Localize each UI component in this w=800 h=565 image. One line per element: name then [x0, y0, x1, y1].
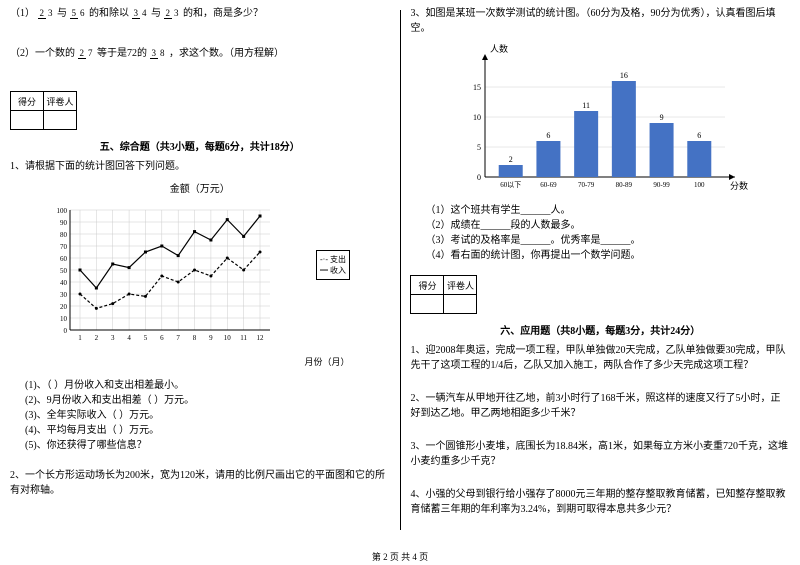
section-5-title: 五、综合题（共3小题，每题6分，共计18分）	[10, 138, 390, 153]
line-chart-title: 金额（万元）	[10, 180, 390, 195]
svg-text:50: 50	[60, 267, 68, 275]
svg-text:80-89: 80-89	[616, 181, 633, 189]
svg-text:60: 60	[60, 255, 68, 263]
fraction: 27	[78, 49, 95, 58]
q6-4: 4、小强的父母到银行给小强存了8000元三年期的整存整取教育储蓄，已知整存整取教…	[410, 487, 790, 517]
sub-q1: (1)、（ ）月份收入和支出相差最小。	[25, 378, 390, 393]
score-cell: 得分	[11, 92, 44, 111]
svg-text:70: 70	[60, 243, 68, 251]
svg-text:60-69: 60-69	[540, 181, 557, 189]
q6-3: 3、一个圆锥形小麦堆，底围长为18.84米，高1米，如果每立方米小麦重720千克…	[410, 439, 790, 469]
svg-text:60以下: 60以下	[500, 181, 521, 189]
txt: （2）一个数的	[10, 48, 75, 59]
empty-cell	[44, 111, 77, 130]
fraction: 23	[38, 9, 55, 18]
line-chart-svg: 0102030405060708090100123456789101112	[40, 200, 340, 350]
bar-q2: （2）成绩在______段的人数最多。	[425, 218, 790, 233]
svg-text:11: 11	[583, 101, 591, 110]
legend-expense: -·- 支出	[320, 254, 346, 265]
svg-text:5: 5	[477, 143, 481, 152]
q5-2-text: 2、一个长方形运动场长为200米，宽为120米，请用的比例尺画出它的平面图和它的…	[10, 468, 390, 498]
svg-text:8: 8	[193, 334, 197, 342]
svg-text:12: 12	[257, 334, 265, 342]
fraction: 56	[70, 9, 87, 18]
sub-q2: (2)、9月份收入和支出相差（ ）万元。	[25, 393, 390, 408]
svg-text:0: 0	[64, 327, 68, 335]
svg-text:10: 10	[473, 113, 481, 122]
grader-cell: 评卷人	[444, 276, 477, 295]
fraction: 23	[164, 9, 181, 18]
svg-text:15: 15	[473, 83, 481, 92]
svg-text:10: 10	[60, 315, 68, 323]
svg-text:80: 80	[60, 231, 68, 239]
svg-text:1: 1	[78, 334, 82, 342]
bar-chart-svg: 人数 0 5 10 15 2 60以下 6 60-69 11 70-79 16 80-89 9 90-99 6…	[450, 42, 750, 197]
empty-cell	[444, 295, 477, 314]
bar-q1: （1）这个班共有学生______人。	[425, 203, 790, 218]
svg-text:90-99: 90-99	[654, 181, 671, 189]
bar-q4: （4）看右面的统计图，你再提出一个数学问题。	[425, 248, 790, 263]
svg-text:16: 16	[620, 71, 628, 80]
svg-text:70-79: 70-79	[578, 181, 595, 189]
svg-text:90: 90	[60, 219, 68, 227]
page-footer: 第 2 页 共 4 页	[0, 550, 800, 563]
svg-text:6: 6	[698, 131, 702, 140]
score-table-2: 得分评卷人	[410, 275, 477, 314]
svg-text:20: 20	[60, 303, 68, 311]
svg-text:9: 9	[209, 334, 213, 342]
svg-text:分数: 分数	[730, 180, 748, 191]
q6-2: 2、一辆汽车从甲地开往乙地，前3小时行了168千米，照这样的速度又行了5小时，正…	[410, 391, 790, 421]
bar-q3: （3）考试的及格率是______。优秀率是______。	[425, 233, 790, 248]
svg-text:人数: 人数	[490, 43, 508, 54]
question-1-2: （2）一个数的 27 等于是72的 38 ，求这个数。（用方程解）	[10, 46, 390, 61]
svg-text:6: 6	[160, 334, 164, 342]
svg-text:100: 100	[694, 181, 705, 189]
svg-text:11: 11	[240, 334, 247, 342]
question-1-1: （1） 23 与 56 的和除以 34 与 23 的和，商是多少？	[10, 6, 390, 21]
svg-text:0: 0	[477, 173, 481, 182]
grader-cell: 评卷人	[44, 92, 77, 111]
svg-text:30: 30	[60, 291, 68, 299]
bar-chart: 人数 0 5 10 15 2 60以下 6 60-69 11 70-79 16 80-89 9 90-99 6…	[450, 42, 750, 197]
q6-1: 1、迎2008年奥运，完成一项工程，甲队单独做20天完成，乙队单独做要30完成，…	[410, 343, 790, 373]
q3-text: 3、如图是某班一次数学测试的统计图。（60分为及格，90分为优秀），认真看图后填…	[410, 6, 790, 36]
svg-text:6: 6	[547, 131, 551, 140]
svg-text:2: 2	[95, 334, 99, 342]
line-chart-legend: -·- 支出 ━ 收入	[316, 250, 350, 280]
sub-q3: (3)、全年实际收入（ ）万元。	[25, 408, 390, 423]
txt: 与	[57, 8, 67, 19]
empty-cell	[411, 295, 444, 314]
svg-text:9: 9	[660, 113, 664, 122]
svg-text:40: 40	[60, 279, 68, 287]
empty-cell	[11, 111, 44, 130]
q5-1-text: 1、请根据下面的统计图回答下列问题。	[10, 159, 390, 174]
txt: 等于是72的	[97, 48, 147, 59]
txt: 与	[151, 8, 161, 19]
x-axis-label: 月份（月）	[10, 355, 350, 368]
txt: 的和，商是多少？	[183, 8, 263, 19]
svg-text:7: 7	[176, 334, 180, 342]
fraction: 38	[150, 49, 167, 58]
txt: 的和除以	[89, 8, 129, 19]
svg-text:2: 2	[509, 155, 513, 164]
svg-text:4: 4	[127, 334, 131, 342]
svg-text:5: 5	[144, 334, 148, 342]
line-chart: 0102030405060708090100123456789101112 -·…	[40, 200, 340, 350]
q-prefix: （1）	[10, 8, 35, 19]
sub-q5: (5)、你还获得了哪些信息？	[25, 438, 390, 453]
svg-text:10: 10	[224, 334, 232, 342]
legend-income: ━ 收入	[320, 265, 346, 276]
sub-q4: (4)、平均每月支出（ ）万元。	[25, 423, 390, 438]
section-6-title: 六、应用题（共8小题，每题3分，共计24分）	[410, 322, 790, 337]
svg-text:3: 3	[111, 334, 115, 342]
score-cell: 得分	[411, 276, 444, 295]
txt: ，求这个数。（用方程解）	[169, 48, 284, 59]
score-table: 得分评卷人	[10, 91, 77, 130]
fraction: 34	[132, 9, 149, 18]
svg-text:100: 100	[57, 207, 68, 215]
